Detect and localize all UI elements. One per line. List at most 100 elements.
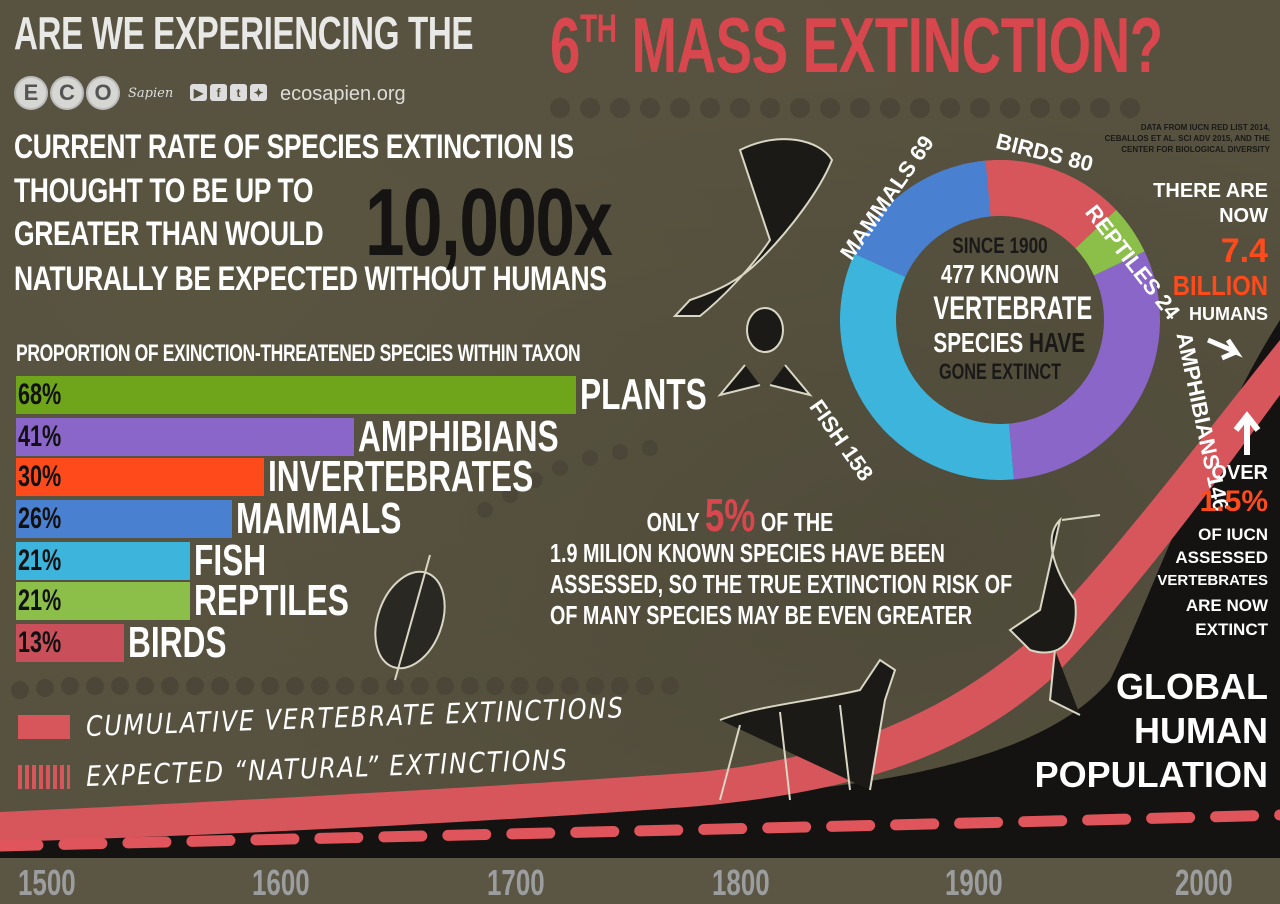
social-links: ▶ f t ✦ [190,84,267,101]
mammal-skeleton-icon [719,658,897,801]
youtube-icon[interactable]: ▶ [190,84,207,101]
headline-line-1: CURRENT RATE OF SPECIES EXTINCTION IS [14,128,574,166]
assessed-line-4: OF MANY SPECIES MAY BE EVEN GREATER [550,600,973,630]
extinct-text: EXTINCT [1195,620,1268,639]
bar-label: INVERTEBRATES [268,452,534,501]
assessed-line-2: 1.9 MILION KNOWN SPECIES HAVE BEEN [550,538,945,568]
donut-segment-fish [840,160,1160,480]
natural-extinctions-line [0,809,1280,852]
title-part1: ARE WE EXPERIENCING THE [14,7,474,59]
humans-text: HUMANS [1189,304,1268,324]
logo-letter: E [14,76,48,110]
donut-species-have: SPECIES HAVE [933,327,1086,358]
bar-label: MAMMALS [236,494,402,543]
bar-row-mammals: 26% MAMMALS [16,494,466,543]
footprint-trail [11,98,1140,699]
donut-center-text: SINCE 1900 477 KNOWN VERTEBRATE SPECIES … [910,233,1093,385]
bar-row-fish: 21% FISH [16,536,294,585]
bar-row-reptiles: 21% REPTILES [16,576,409,625]
assessed-pct: 5% [704,489,756,541]
legend-item-cumulative: CUMULATIVE VERTEBRATE EXTINCTIONS [18,691,720,743]
bar-row-birds: 13% BIRDS [16,618,265,667]
bar-mammals: 26% [16,500,232,538]
x-axis [0,858,1280,904]
assessed-line-3: ASSESSED, SO THE TRUE EXTINCTION RISK OF [550,569,1013,599]
of-iucn-text: OF IUCN [1198,525,1268,544]
title-ordinal-suffix: TH [580,7,617,51]
bar-reptiles: 21% [16,582,190,620]
now-text: NOW [1219,205,1268,227]
bar-label: REPTILES [194,576,349,625]
bar-label: FISH [194,536,267,585]
bar-value: 26% [18,502,62,535]
arrow-up-icon [1233,411,1261,455]
twitter-icon[interactable]: ✦ [250,84,267,101]
bar-amphibians: 41% [16,418,354,456]
bird-skeleton-icon [1008,514,1101,716]
assessed-text: ASSESSED [1175,548,1268,567]
population-area [0,320,1280,858]
multiplier-stat: 10,000x [365,169,613,276]
donut-vertebrate: VERTEBRATE [933,290,1093,326]
axis-tick: 2000 [1175,862,1233,903]
bar-row-amphibians: 41% AMPHIBIANS [16,412,637,461]
title-mass-extinction: MASS EXTINCTION? [631,1,1163,89]
extinct-species-donut [840,160,1160,480]
there-are-text: THERE ARE [1153,180,1268,202]
axis-tick: 1600 [252,862,310,903]
donut-count: 477 KNOWN [940,259,1060,289]
axis-tick: 1700 [487,862,545,903]
fish-fossil-icon [672,138,834,317]
population-value: 7.4 [1220,232,1268,270]
headline-line-3: GREATER THAN WOULD [14,215,324,253]
population-label: POPULATION [1034,754,1268,795]
axis-tick: 1800 [712,862,770,903]
extinct-pct: 1.5% [1199,485,1268,518]
striped-swatch-icon [18,764,70,789]
title-ordinal: 6 [550,1,581,89]
legend-item-natural: EXPECTED “NATURAL” EXTINCTIONS [18,743,654,793]
global-text: GLOBAL [1116,666,1268,707]
over-text: OVER [1211,462,1268,484]
bar-value: 30% [18,460,62,493]
donut-segment-amphibians [840,160,1160,480]
bar-row-plants: 68% PLANTS [16,370,756,419]
vertebrates-text: VERTEBRATES [1157,572,1268,589]
headline-line-2: THOUGHT TO BE UP TO [14,172,314,210]
axis-tick: 1500 [18,862,76,903]
turtle-fossil-icon [374,554,446,681]
cumulative-extinctions-band [0,340,1280,842]
bar-row-invertebrates: 30% INVERTEBRATES [16,452,636,501]
assessed-note: ONLY 5% OF THE 1.9 MILION KNOWN SPECIES … [490,489,1013,631]
facebook-icon[interactable]: f [210,84,227,101]
arrow-down-right-icon [1207,337,1243,361]
bar-value: 41% [18,420,62,453]
logo-letter: C [50,76,84,110]
axis-tick: 1900 [945,862,1003,903]
bar-label: BIRDS [128,618,227,667]
are-now-text: ARE NOW [1185,596,1268,615]
site-url-link[interactable]: ecosapien.org [280,83,406,105]
source-note: DATA FROM IUCN RED LIST 2014, CEBALLOS E… [1104,123,1270,154]
frog-fossil-icon [717,307,813,397]
logo-letter: O [86,76,120,110]
bar-value: 21% [18,544,62,577]
bar-birds: 13% [16,624,124,662]
bar-label: AMPHIBIANS [358,412,559,461]
assessed-line-1: ONLY 5% OF THE [646,489,834,541]
bar-plants: 68% [16,376,576,414]
donut-since: SINCE 1900 [952,233,1048,258]
bar-invertebrates: 30% [16,458,264,496]
bar-label: PLANTS [580,370,707,419]
title-part2: 6TH MASS EXTINCTION? [550,0,1163,91]
bar-value: 68% [18,378,62,411]
ecosapien-logo[interactable]: E C O Sapien [14,76,173,110]
headline-line-4: NATURALLY BE EXPECTED WITHOUT HUMANS [14,260,607,298]
tumblr-icon[interactable]: t [230,84,247,101]
logo-subtitle: Sapien [128,85,174,101]
donut-gone-extinct: GONE EXTINCT [938,359,1062,384]
human-text: HUMAN [1134,710,1268,751]
bar-value: 13% [18,626,62,659]
bar-chart-title: PROPORTION OF EXINCTION-THREATENED SPECI… [16,340,581,367]
